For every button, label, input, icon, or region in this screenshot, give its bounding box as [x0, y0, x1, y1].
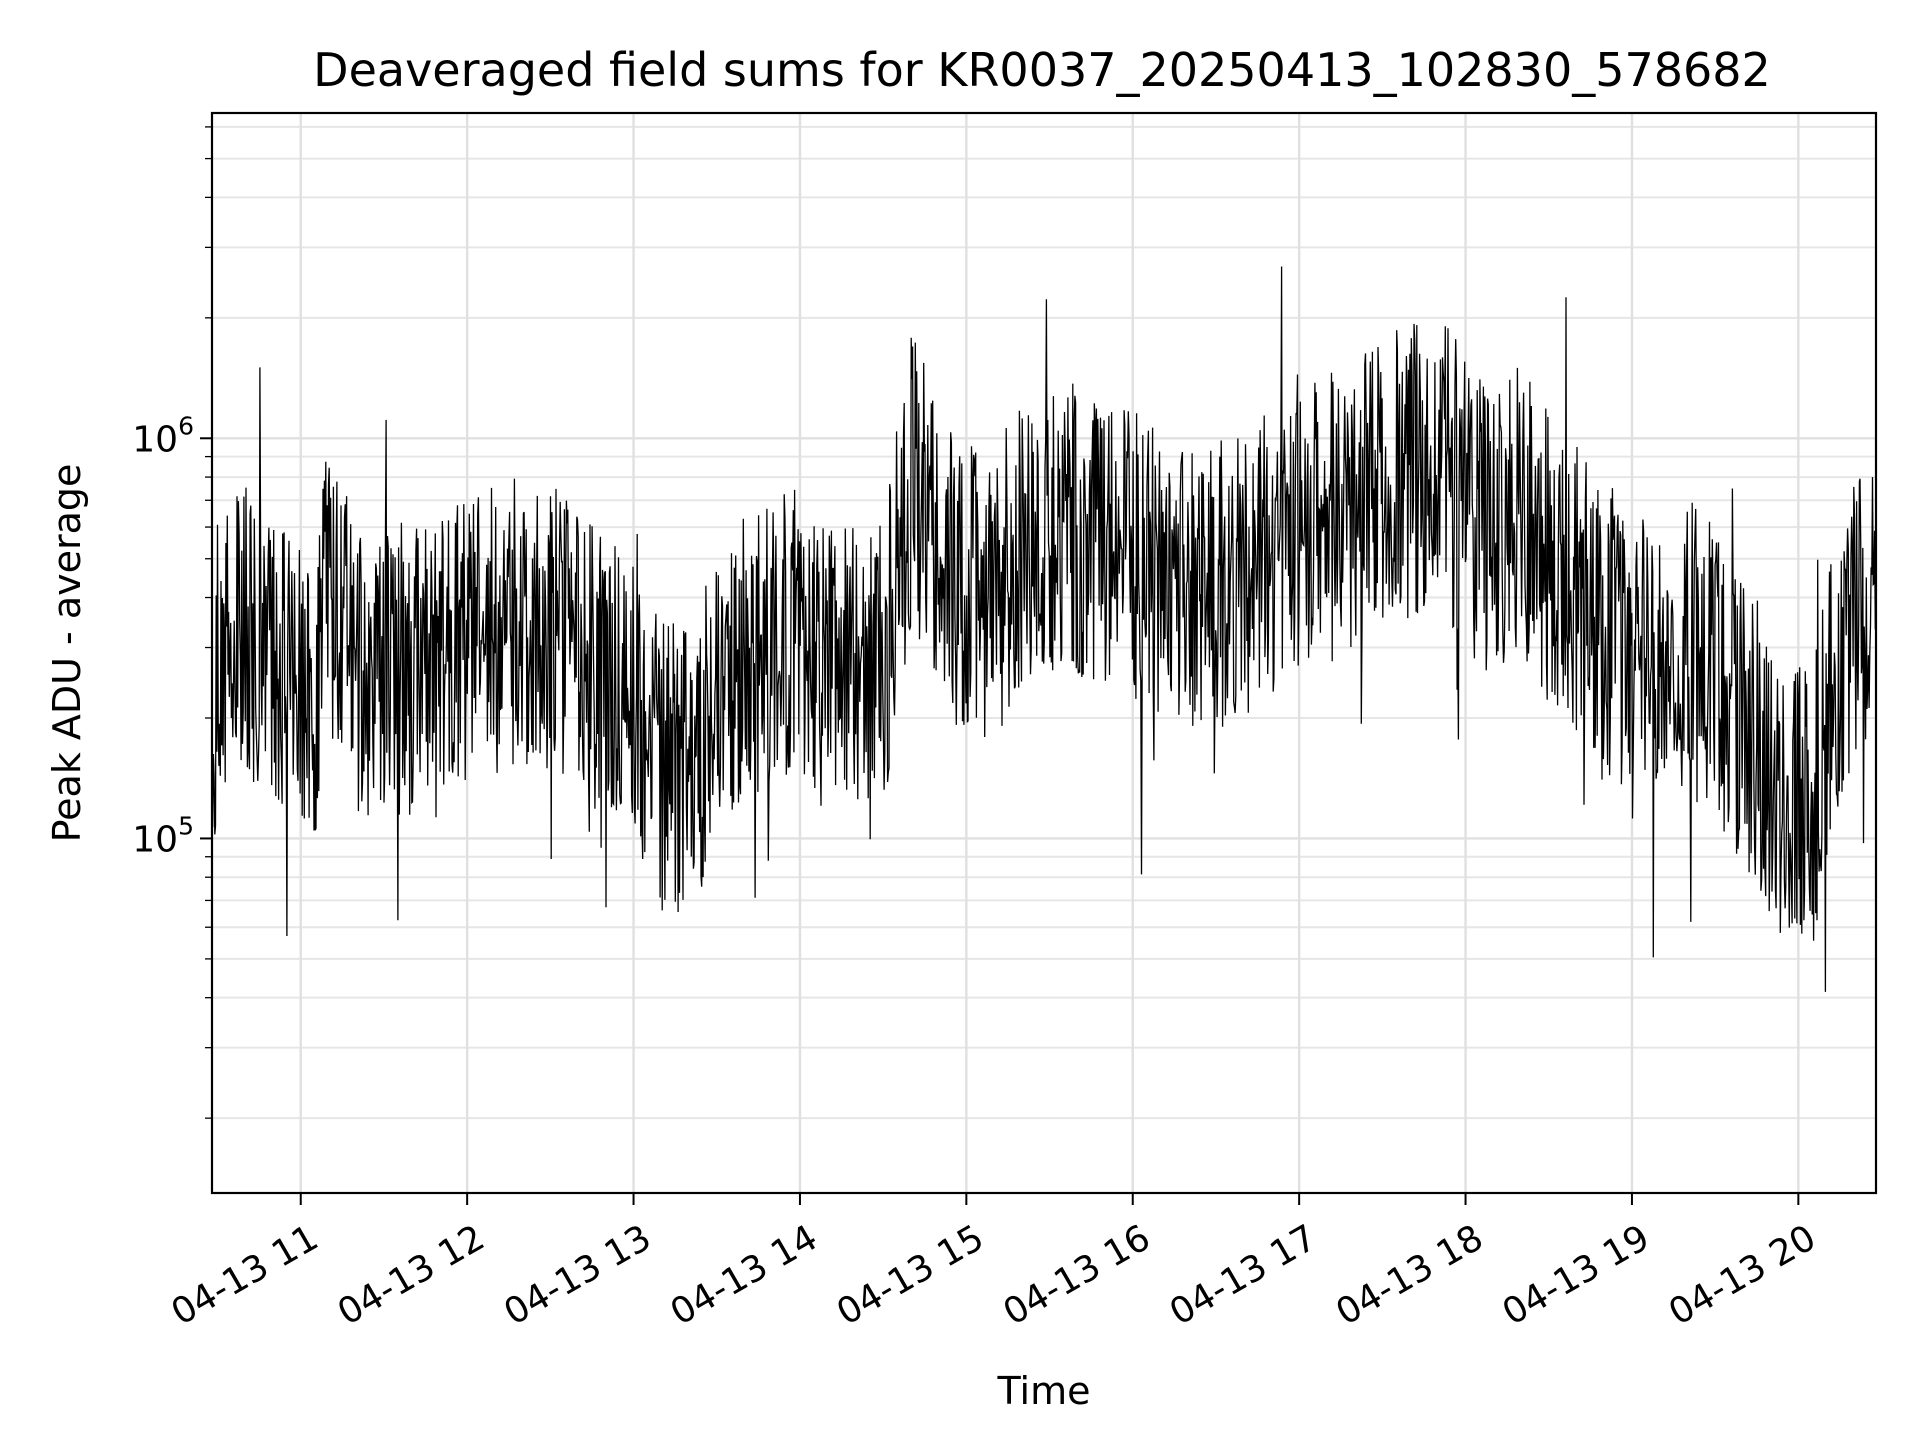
y-tick-label: 105: [132, 811, 194, 860]
y-tick-label: 106: [132, 411, 194, 460]
plot-frame: [210, 111, 1878, 1195]
y-axis-label: Peak ADU - average: [45, 464, 89, 843]
y-axis: 105 106: [132, 126, 212, 1119]
plot-area: [211, 266, 1877, 992]
series-line: [211, 266, 1877, 992]
chart-title: Deaveraged field sums for KR0037_2025041…: [313, 43, 1771, 97]
x-axis-label: Time: [997, 1369, 1091, 1413]
